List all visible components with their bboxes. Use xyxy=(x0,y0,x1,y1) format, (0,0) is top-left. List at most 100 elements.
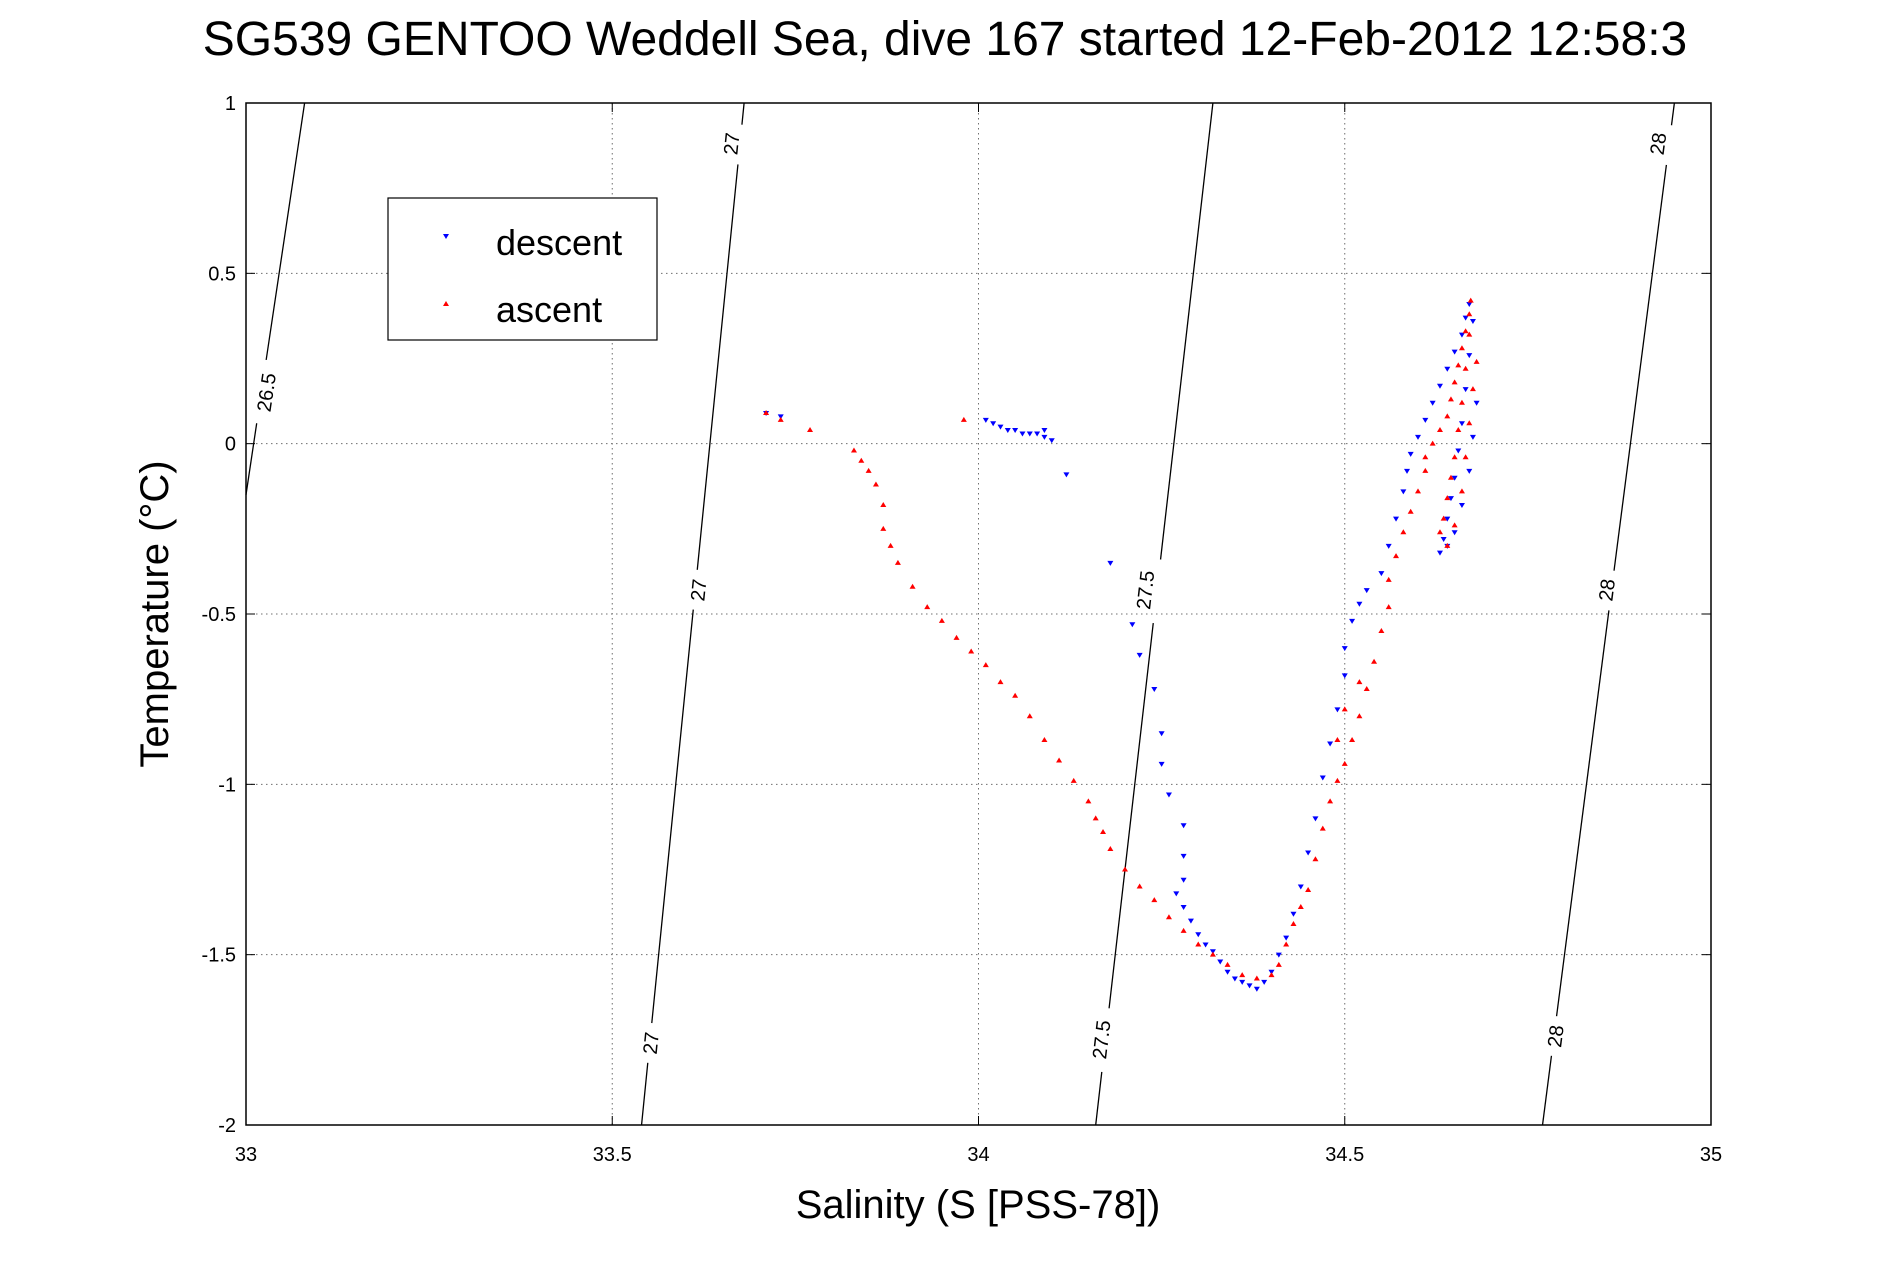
isopycnal-label-26.5: 26.5 xyxy=(254,372,282,414)
y-tick-label: 1 xyxy=(225,93,236,115)
descent-point xyxy=(1400,489,1407,495)
descent-point xyxy=(1048,438,1055,444)
ascent-point xyxy=(1467,297,1474,303)
x-tick-label: 33 xyxy=(235,1144,257,1166)
descent-point xyxy=(1451,349,1458,355)
ascent-point xyxy=(1473,358,1480,364)
descent-point xyxy=(1041,434,1048,440)
ascent-point xyxy=(1224,961,1231,967)
descent-point xyxy=(1356,601,1363,607)
ascent-point xyxy=(1451,454,1458,460)
isopycnal-line-27 xyxy=(696,164,739,570)
ascent-point xyxy=(1239,972,1246,978)
ascent-point xyxy=(763,410,770,416)
ascent-point xyxy=(858,457,865,463)
descent-point xyxy=(1429,400,1436,406)
isopycnal-label-27.5: 27.5 xyxy=(1089,1019,1115,1060)
ascent-point xyxy=(1462,328,1469,334)
descent-point xyxy=(1136,652,1143,658)
descent-point xyxy=(1462,315,1469,321)
descent-point xyxy=(1253,986,1260,992)
descent-point xyxy=(1187,918,1194,924)
ascent-point xyxy=(1462,365,1469,371)
descent-point xyxy=(1180,877,1187,883)
descent-point xyxy=(1246,983,1253,989)
descent-point xyxy=(1334,707,1341,713)
isopycnal-line-28 xyxy=(1541,1055,1553,1126)
descent-point xyxy=(1158,731,1165,737)
ascent-point xyxy=(1385,604,1392,610)
ascent-point xyxy=(1151,897,1158,903)
descent-point xyxy=(1440,537,1447,543)
isopycnal-line-27 xyxy=(741,102,745,125)
descent-point xyxy=(1385,543,1392,549)
descent-point xyxy=(1462,387,1469,393)
descent-point xyxy=(1290,911,1297,917)
descent-point xyxy=(1466,468,1473,474)
ascent-point xyxy=(1407,508,1414,514)
ascent-point xyxy=(1085,798,1092,804)
ascent-point xyxy=(1422,467,1429,473)
ascent-point xyxy=(1429,440,1436,446)
descent-point xyxy=(1261,979,1268,985)
ascent-point xyxy=(894,559,901,565)
descent-point xyxy=(1466,301,1473,307)
ascent-point xyxy=(1455,427,1462,433)
descent-point xyxy=(1341,673,1348,679)
descent-point xyxy=(1349,618,1356,624)
ascent-point xyxy=(1466,420,1473,426)
legend-ascent-label: ascent xyxy=(496,289,602,330)
ascent-point xyxy=(887,542,894,548)
isopycnal-line-26.5 xyxy=(245,423,258,495)
descent-point xyxy=(990,421,997,427)
descent-point xyxy=(1283,935,1290,941)
ascent-point xyxy=(1415,488,1421,494)
descent-point xyxy=(1004,428,1011,434)
chart-title: SG539 GENTOO Weddell Sea, dive 167 start… xyxy=(203,13,1687,66)
descent-point xyxy=(1341,646,1348,652)
descent-point xyxy=(1107,560,1114,566)
isopycnal-line-28 xyxy=(1670,102,1676,126)
ascent-point xyxy=(872,481,879,487)
descent-point xyxy=(1151,686,1158,692)
ascent-point xyxy=(1122,866,1128,872)
descent-point xyxy=(1319,775,1326,781)
descent-point xyxy=(1436,383,1443,389)
descent-point xyxy=(1393,516,1400,522)
y-axis-title: Temperature (°C) xyxy=(133,460,177,767)
ascent-point xyxy=(1136,883,1143,889)
ascent-point xyxy=(1253,975,1260,981)
descent-point xyxy=(1422,417,1429,423)
ascent-point xyxy=(1180,927,1187,933)
ascent-point xyxy=(1436,427,1443,433)
descent-point xyxy=(1129,622,1136,628)
descent-point xyxy=(1444,366,1451,372)
isopycnal-label-28: 28 xyxy=(1595,578,1620,603)
legend-box xyxy=(387,197,658,341)
descent-point xyxy=(1034,431,1041,437)
descent-point xyxy=(1404,468,1411,474)
ascent-point xyxy=(1092,815,1099,821)
isopycnal-label-28: 28 xyxy=(1544,1024,1569,1049)
ascent-point xyxy=(1436,529,1443,535)
ascent-point xyxy=(960,416,967,422)
descent-point xyxy=(1195,932,1202,938)
descent-point xyxy=(1180,904,1187,910)
ascent-point xyxy=(1070,777,1077,783)
descent-point xyxy=(1415,434,1421,440)
ascent-point xyxy=(1195,941,1202,947)
descent-point xyxy=(1158,761,1165,767)
x-tick-label: 33.5 xyxy=(593,1144,632,1166)
y-tick-label: 0.5 xyxy=(208,263,236,285)
ascent-point xyxy=(1458,345,1465,351)
y-tick-label: 0 xyxy=(225,434,236,456)
grid xyxy=(246,103,1711,1125)
ascent-point xyxy=(1334,737,1341,743)
descent-point xyxy=(1458,421,1465,427)
descent-point xyxy=(1297,884,1304,890)
isopycnal-line-27 xyxy=(651,609,694,1024)
ascent-point xyxy=(1349,737,1356,743)
ascent-point xyxy=(1451,379,1458,385)
descent-point xyxy=(1231,976,1238,982)
descent-point xyxy=(1217,959,1224,965)
